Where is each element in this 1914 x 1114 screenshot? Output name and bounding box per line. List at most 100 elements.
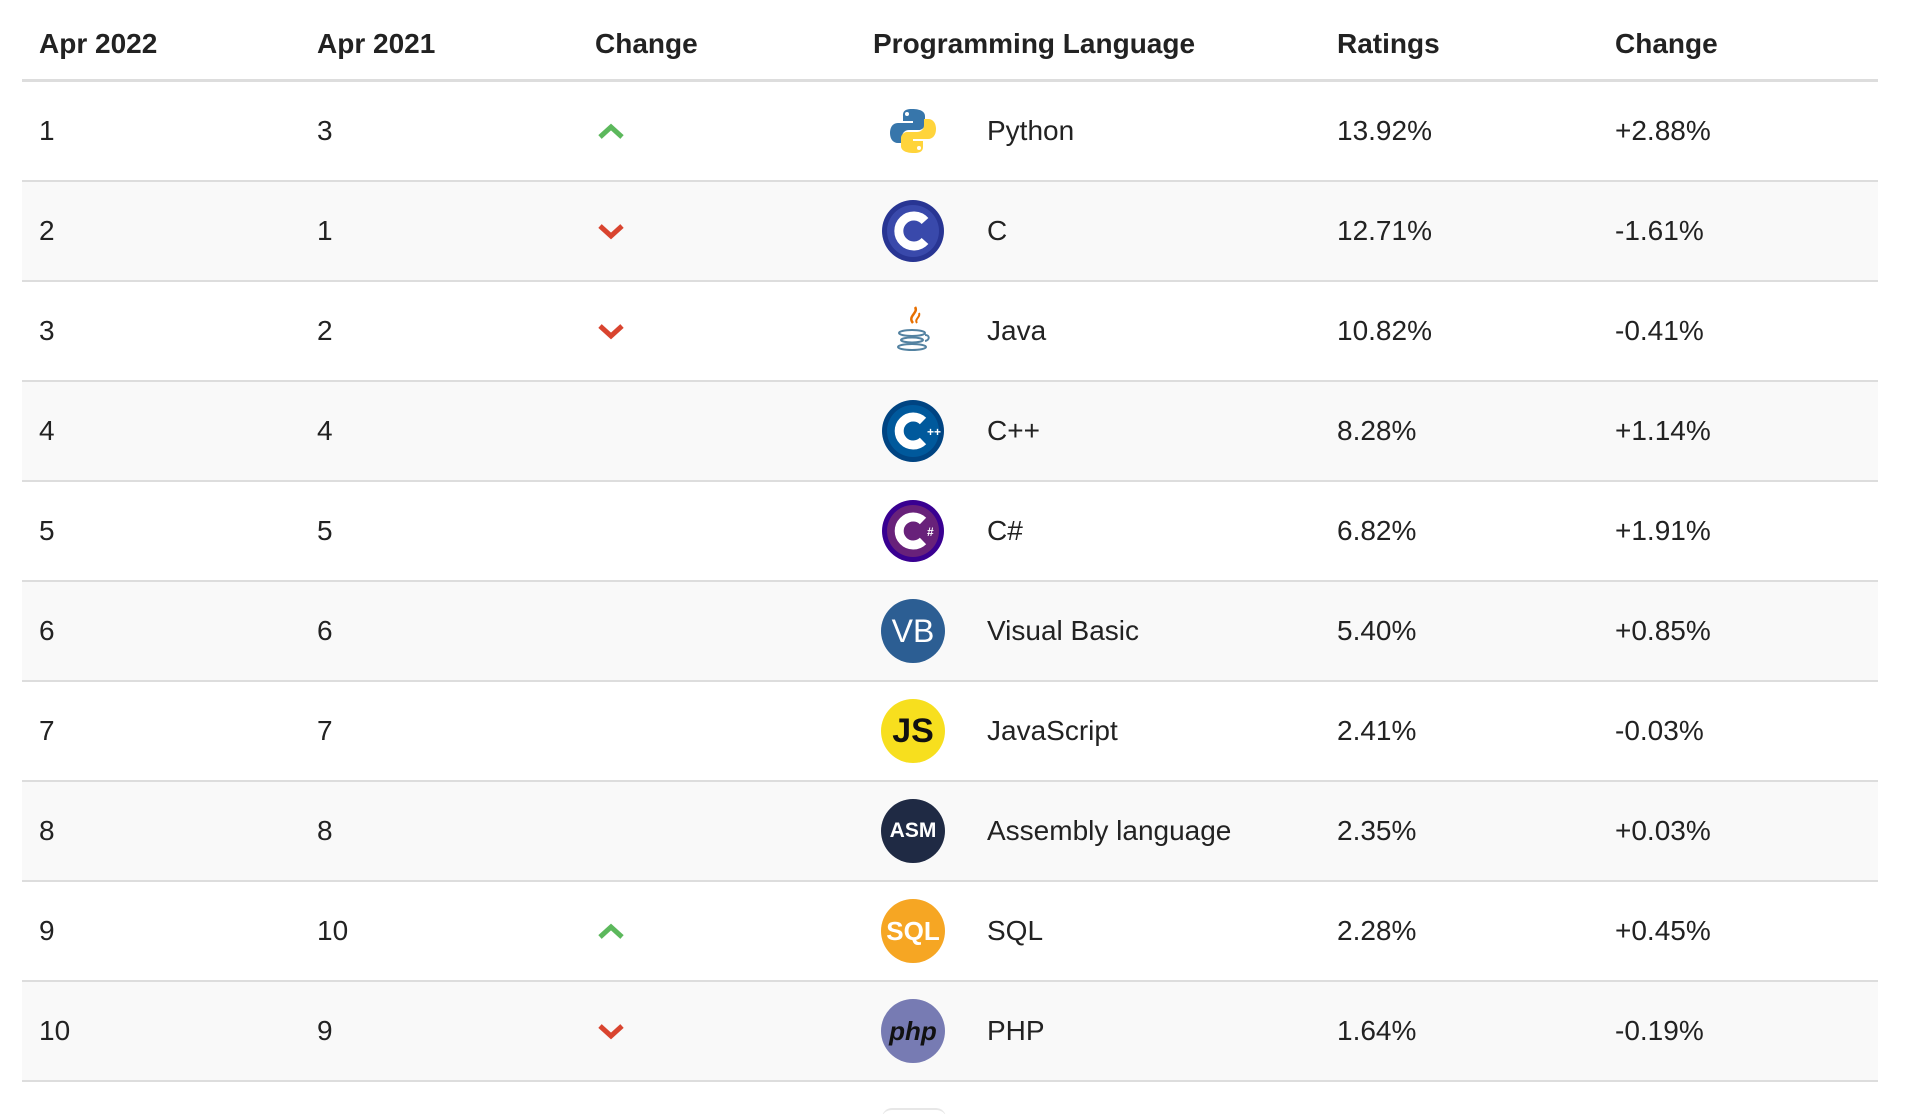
language-name[interactable]: C (987, 215, 1008, 246)
php-icon: php (881, 999, 945, 1063)
trend-up-icon (597, 915, 625, 947)
rank-apr-2022: 5 (39, 515, 55, 546)
header-ratings[interactable]: Ratings (1337, 27, 1440, 59)
csharp-icon: # (881, 499, 945, 563)
sql-icon: SQL (881, 899, 945, 963)
table-row[interactable]: 4 4 ++ C++ 8.28% +1.14% (22, 382, 1878, 482)
language-name[interactable]: SQL (987, 915, 1044, 946)
language-name[interactable]: PHP (987, 1015, 1045, 1046)
rank-apr-2021: 9 (317, 1015, 333, 1046)
visual-basic-icon: VB (881, 599, 945, 663)
table-row[interactable]: 8 8 ASM Assembly language 2.35% +0.03% (22, 782, 1878, 882)
rank-apr-2022: 3 (39, 315, 55, 346)
rating-change-value: +1.14% (1615, 415, 1711, 446)
header-programming-language[interactable]: Programming Language (873, 27, 1196, 59)
rating-value: 8.28% (1337, 415, 1417, 446)
svg-text:++: ++ (927, 425, 941, 439)
rank-apr-2021: 2 (317, 315, 333, 346)
language-cell: # C# (856, 499, 1320, 563)
language-cell: Java (856, 299, 1320, 363)
rank-apr-2021: 3 (317, 115, 333, 146)
rank-change (578, 115, 856, 147)
c-icon (881, 199, 945, 263)
language-name[interactable]: Visual Basic (987, 615, 1140, 646)
language-cell: ASM Assembly language (856, 799, 1320, 863)
language-name[interactable]: C# (987, 515, 1023, 546)
rank-apr-2022: 2 (39, 215, 55, 246)
rating-value: 13.92% (1337, 115, 1432, 146)
rank-apr-2021: 7 (317, 715, 333, 746)
language-name[interactable]: Python (987, 115, 1075, 146)
trend-down-icon (597, 315, 625, 347)
table-row[interactable]: 1 3 Python 13.92% +2.88% (22, 82, 1878, 182)
table-row[interactable]: 9 10 SQL SQL 2.28% +0.45% (22, 882, 1878, 982)
rank-apr-2021: 1 (317, 215, 333, 246)
rank-change (578, 315, 856, 347)
rank-change (578, 215, 856, 247)
rating-change-value: +0.45% (1615, 915, 1711, 946)
language-cell: php PHP (856, 999, 1320, 1063)
rating-value: 1.64% (1337, 1015, 1417, 1046)
cpp-icon: ++ (881, 399, 945, 463)
language-name[interactable]: Assembly language (987, 815, 1232, 846)
trend-down-icon (597, 1015, 625, 1047)
rank-apr-2021: 4 (317, 415, 333, 446)
rank-apr-2022: 4 (39, 415, 55, 446)
rating-value: 6.82% (1337, 515, 1417, 546)
language-cell: C (856, 199, 1320, 263)
table-row[interactable]: 3 2 Java 10.82% -0.41% (22, 282, 1878, 382)
java-icon (881, 299, 945, 363)
rank-apr-2022: 7 (39, 715, 55, 746)
language-name[interactable]: JavaScript (987, 715, 1118, 746)
rank-change (578, 915, 856, 947)
ranking-table: Apr 2022 Apr 2021 Change Programming Lan… (22, 0, 1878, 1082)
assembly-icon: ASM (881, 799, 945, 863)
language-name[interactable]: Java (987, 315, 1047, 346)
table-body: 1 3 Python 13.92% +2.88% 2 1 C 12.71% -1.61% 3 2 Jav… (22, 82, 1878, 1082)
rank-apr-2021: 10 (317, 915, 349, 946)
rating-change-value: -0.19% (1615, 1015, 1704, 1046)
header-apr-2022[interactable]: Apr 2022 (39, 27, 158, 59)
rating-change-value: +0.03% (1615, 815, 1711, 846)
trend-down-icon (597, 215, 625, 247)
javascript-icon: JS (881, 699, 945, 763)
table-row[interactable]: 10 9 php PHP 1.64% -0.19% (22, 982, 1878, 1082)
language-cell: Python (856, 99, 1320, 163)
table-row[interactable]: 6 6 VB Visual Basic 5.40% +0.85% (22, 582, 1878, 682)
table-row[interactable]: 2 1 C 12.71% -1.61% (22, 182, 1878, 282)
rating-change-value: -1.61% (1615, 215, 1704, 246)
header-apr-2021[interactable]: Apr 2021 (317, 27, 436, 59)
rank-apr-2021: 8 (317, 815, 333, 846)
rank-change (578, 1015, 856, 1047)
language-cell: JS JavaScript (856, 699, 1320, 763)
trend-up-icon (597, 115, 625, 147)
table-row[interactable]: 5 5 # C# 6.82% +1.91% (22, 482, 1878, 582)
language-cell: VB Visual Basic (856, 599, 1320, 663)
rating-value: 12.71% (1337, 215, 1432, 246)
svg-text:#: # (927, 525, 934, 539)
rating-change-value: -0.41% (1615, 315, 1704, 346)
rank-apr-2022: 10 (39, 1015, 71, 1046)
rating-value: 2.35% (1337, 815, 1417, 846)
table-row[interactable]: 7 7 JS JavaScript 2.41% -0.03% (22, 682, 1878, 782)
rating-change-value: +2.88% (1615, 115, 1711, 146)
rank-apr-2021: 5 (317, 515, 333, 546)
header-rating-change[interactable]: Change (1615, 27, 1718, 59)
rating-value: 2.41% (1337, 715, 1417, 746)
python-icon (881, 99, 945, 163)
rating-value: 5.40% (1337, 615, 1417, 646)
rating-change-value: +1.91% (1615, 515, 1711, 546)
rank-apr-2022: 1 (39, 115, 55, 146)
rating-change-value: +0.85% (1615, 615, 1711, 646)
rating-value: 2.28% (1337, 915, 1417, 946)
language-cell: SQL SQL (856, 899, 1320, 963)
next-row-logo-stub (882, 1108, 946, 1114)
rating-change-value: -0.03% (1615, 715, 1704, 746)
table-header: Apr 2022 Apr 2021 Change Programming Lan… (22, 0, 1878, 82)
rank-apr-2022: 9 (39, 915, 55, 946)
header-change[interactable]: Change (595, 27, 698, 59)
language-name[interactable]: C++ (987, 415, 1040, 446)
rank-apr-2022: 6 (39, 615, 55, 646)
rank-apr-2021: 6 (317, 615, 333, 646)
